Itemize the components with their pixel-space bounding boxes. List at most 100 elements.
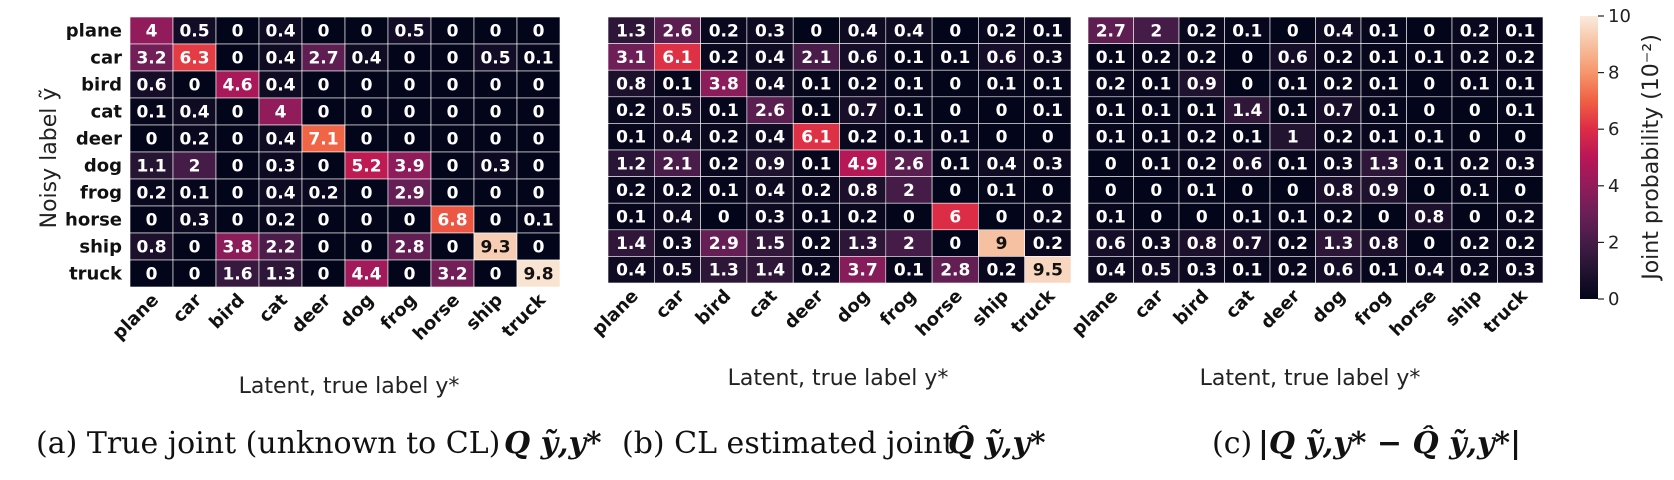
heatmap-cell — [1315, 256, 1362, 284]
cell-value-label: 0.1 — [894, 48, 924, 68]
x-tick-label: dog — [1308, 286, 1350, 328]
cell-value-label: 0 — [447, 49, 459, 69]
heatmap-cell — [344, 124, 389, 153]
heatmap-cell — [792, 96, 840, 124]
heatmap-cell — [1178, 229, 1225, 257]
x-axis-label-b: Latent, true label y* — [728, 366, 949, 391]
cell-value-label: 0.1 — [616, 208, 646, 228]
cell-value-label: 6.3 — [179, 49, 209, 69]
y-tick-label: ship — [79, 237, 122, 258]
cell-value-label: 0.1 — [1369, 128, 1399, 148]
cell-value-label: 1.1 — [136, 157, 166, 177]
cell-value-label: 0.4 — [1096, 261, 1126, 281]
cell-value-label: 0.1 — [894, 101, 924, 121]
cell-value-label: 0.4 — [662, 128, 692, 148]
heatmap-cell — [430, 259, 475, 288]
cell-value-label: 0.3 — [1033, 48, 1063, 68]
heatmap-cell — [653, 229, 701, 257]
y-tick-label: car — [90, 48, 122, 69]
cell-value-label: 0.1 — [1096, 208, 1126, 228]
cell-value-label: 0.1 — [894, 261, 924, 281]
x-tick-label: plane — [108, 290, 163, 345]
cell-value-label: 0.1 — [523, 211, 553, 231]
cell-value-label: 0 — [1423, 75, 1435, 95]
heatmap-cell — [1315, 43, 1362, 71]
cell-value-label: 0.4 — [755, 75, 785, 95]
cell-value-label: 2 — [903, 181, 915, 201]
cell-value-label: 0.1 — [894, 128, 924, 148]
y-tick-label: dog — [84, 156, 122, 177]
heatmap-cell — [978, 229, 1026, 257]
heatmap-cell — [301, 232, 346, 261]
cell-value-label: 0.6 — [986, 48, 1016, 68]
heatmap-cell — [1087, 43, 1134, 71]
cell-value-label: 0.1 — [1033, 75, 1063, 95]
heatmap-cell — [516, 70, 561, 99]
heatmap-cell — [215, 232, 260, 261]
heatmap-cell — [1497, 96, 1544, 124]
cell-value-label: 0 — [1042, 181, 1054, 201]
heatmap-cell — [1087, 123, 1134, 151]
cell-value-label: 2 — [903, 234, 915, 254]
heatmap-cell — [653, 16, 701, 44]
heatmap-cell — [215, 124, 260, 153]
cell-value-label: 0 — [232, 184, 244, 204]
y-tick-label: frog — [80, 183, 122, 204]
heatmap-cell — [516, 178, 561, 207]
cell-value-label: 0 — [232, 103, 244, 123]
heatmap-cell — [653, 43, 701, 71]
x-tick-label: bird — [205, 290, 249, 334]
x-tick-label: car — [1131, 286, 1168, 323]
heatmap-cell — [387, 259, 432, 288]
cell-value-label: 0.2 — [308, 184, 338, 204]
cell-value-label: 0.1 — [662, 75, 692, 95]
cell-value-label: 0 — [361, 238, 373, 258]
cell-value-label: 0 — [361, 22, 373, 42]
cell-value-label: 0.8 — [848, 181, 878, 201]
cell-value-label: 0.2 — [1460, 48, 1490, 68]
heatmap-cell — [1133, 149, 1180, 177]
cell-value-label: 0 — [1241, 75, 1253, 95]
cell-value-label: 0.2 — [616, 181, 646, 201]
heatmap-cell — [172, 16, 217, 45]
heatmap-cell — [1406, 149, 1453, 177]
cell-value-label: 0.2 — [1141, 48, 1171, 68]
cell-value-label: 0 — [189, 265, 201, 285]
cell-value-label: 0 — [361, 103, 373, 123]
cell-value-label: 4 — [275, 103, 287, 123]
cell-value-label: 2.7 — [308, 49, 338, 69]
heatmap-cell — [931, 69, 979, 98]
cell-value-label: 1.2 — [616, 154, 646, 174]
heatmap-cell — [172, 259, 217, 288]
heatmap-cell — [1133, 96, 1180, 124]
heatmap-cell — [1224, 202, 1271, 231]
x-tick-label: truck — [1480, 285, 1533, 338]
cell-value-label: 2.6 — [662, 21, 692, 41]
cell-value-label: 0.1 — [1369, 261, 1399, 281]
cell-value-label: 0.5 — [662, 101, 692, 121]
cell-value-label: 0.4 — [265, 130, 295, 150]
cell-value-label: 0.2 — [1187, 128, 1217, 148]
cell-value-label: 0.4 — [179, 103, 209, 123]
x-tick-label: horse — [912, 286, 967, 341]
heatmap-cell — [516, 43, 561, 72]
caption-b: (b) CL estimated joint — [622, 426, 955, 461]
cell-value-label: 0 — [146, 211, 158, 231]
heatmap-cell — [1224, 69, 1271, 98]
cell-value-label: 0.6 — [1232, 154, 1262, 174]
cell-value-label: 0 — [232, 157, 244, 177]
cell-value-label: 0.2 — [848, 208, 878, 228]
heatmap-cell — [1133, 43, 1180, 71]
heatmap-cell — [1497, 16, 1544, 44]
heatmap-cell — [344, 205, 389, 234]
heatmap-cell — [258, 178, 303, 207]
heatmap-cell — [129, 16, 174, 45]
heatmap-cell — [1406, 43, 1453, 71]
cell-value-label: 0.4 — [265, 49, 295, 69]
heatmap-cell — [839, 202, 887, 231]
cell-value-label: 0.1 — [1505, 21, 1535, 41]
heatmap-cell — [387, 232, 432, 261]
heatmap-cell — [1087, 96, 1134, 124]
cell-value-label: 3.9 — [394, 157, 424, 177]
heatmap-cell — [931, 123, 979, 151]
